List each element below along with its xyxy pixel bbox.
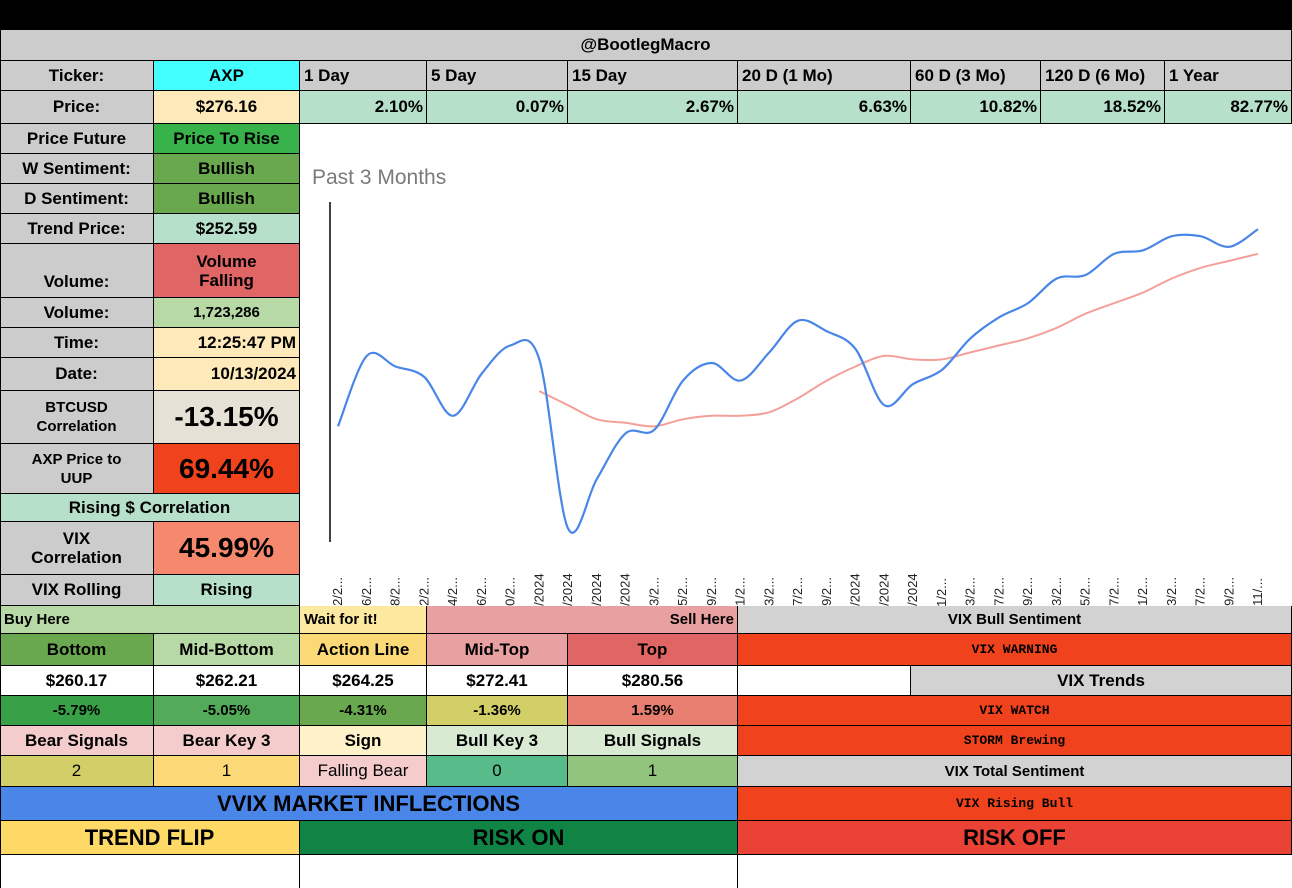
vix-corr-label: VIX Correlation — [0, 522, 154, 575]
btc-corr-label: BTCUSD Correlation — [0, 391, 154, 444]
volume-value: 1,723,286 — [154, 298, 300, 328]
level-top-pct: 1.59% — [568, 696, 738, 726]
header-title: @BootlegMacro — [0, 30, 1292, 61]
uup-corr-label: AXP Price to UUP — [0, 444, 154, 494]
change-5day: 0.07% — [427, 91, 568, 124]
bear-signals-label: Bear Signals — [0, 726, 154, 756]
d-sentiment-value: Bullish — [154, 184, 300, 214]
period-120day: 120 D (6 Mo) — [1041, 61, 1165, 91]
change-15day: 2.67% — [568, 91, 738, 124]
bear-signals-value: 2 — [0, 756, 154, 787]
price-chart-svg: Past 3 Months 7/12/2... 7/16/2... 7/18/2..… — [312, 166, 1265, 624]
price-chart: Past 3 Months 7/12/2... 7/16/2... 7/18/2..… — [300, 154, 1292, 637]
trend-price-value: $252.59 — [154, 214, 300, 244]
sign-label: Sign — [300, 726, 427, 756]
bull-signals-label: Bull Signals — [568, 726, 738, 756]
buy-here-label: Buy Here — [0, 606, 300, 634]
change-1year: 82.77% — [1165, 91, 1292, 124]
level-mid-bottom-name: Mid-Bottom — [154, 634, 300, 666]
date-value: 10/13/2024 — [154, 358, 300, 391]
spreadsheet-dashboard: @BootlegMacro Ticker: AXP 1 Day 5 Day 15… — [0, 30, 1292, 888]
vix-rolling-label: VIX Rolling — [0, 575, 154, 606]
period-60day: 60 D (3 Mo) — [911, 61, 1041, 91]
level-bottom-price: $260.17 — [0, 666, 154, 696]
risk-on-label: RISK ON — [300, 821, 738, 855]
vix-total-sentiment-label: VIX Total Sentiment — [738, 756, 1292, 787]
level-mid-top-price: $272.41 — [427, 666, 568, 696]
price-future-value: Price To Rise — [154, 124, 300, 154]
period-20day: 20 D (1 Mo) — [738, 61, 911, 91]
vix-warning: VIX WARNING — [738, 634, 1292, 666]
vix-watch: VIX WATCH — [738, 696, 1292, 726]
time-value: 12:25:47 PM — [154, 328, 300, 358]
level-action-line-pct: -4.31% — [300, 696, 427, 726]
w-sentiment-value: Bullish — [154, 154, 300, 184]
bull-key3-value: 0 — [427, 756, 568, 787]
btc-corr-value: -13.15% — [154, 391, 300, 444]
date-label: Date: — [0, 358, 154, 391]
change-20day: 6.63% — [738, 91, 911, 124]
level-mid-bottom-pct: -5.05% — [154, 696, 300, 726]
risk-off-cell — [738, 855, 1292, 888]
level-mid-top-pct: -1.36% — [427, 696, 568, 726]
level-mid-bottom-price: $262.21 — [154, 666, 300, 696]
vix-rolling-value: Rising — [154, 575, 300, 606]
sell-here-label: Sell Here — [427, 606, 738, 634]
bear-key3-value: 1 — [154, 756, 300, 787]
trend-flip-label: TREND FLIP — [0, 821, 300, 855]
ticker-value[interactable]: AXP — [154, 61, 300, 91]
w-sentiment-label: W Sentiment: — [0, 154, 154, 184]
period-1year: 1 Year — [1165, 61, 1292, 91]
level-top-price: $280.56 — [568, 666, 738, 696]
price-label: Price: — [0, 91, 154, 124]
volume-label: Volume: — [0, 298, 154, 328]
vix-rising-bull: VIX Rising Bull — [738, 787, 1292, 821]
period-15day: 15 Day — [568, 61, 738, 91]
level-bottom-pct: -5.79% — [0, 696, 154, 726]
chart-title: Past 3 Months — [312, 166, 446, 189]
wait-label: Wait for it! — [300, 606, 427, 634]
bull-signals-value: 1 — [568, 756, 738, 787]
time-label: Time: — [0, 328, 154, 358]
volume-trend-value: Volume Falling — [154, 244, 300, 298]
vix-trends-label: VIX Trends — [911, 666, 1292, 696]
level-action-line-price: $264.25 — [300, 666, 427, 696]
uup-corr-value: 69.44% — [154, 444, 300, 494]
trend-price-label: Trend Price: — [0, 214, 154, 244]
price-future-label: Price Future — [0, 124, 154, 154]
trend-flip-cell — [0, 855, 300, 888]
period-5day: 5 Day — [427, 61, 568, 91]
bull-key3-label: Bull Key 3 — [427, 726, 568, 756]
price-series-line — [336, 228, 1259, 534]
volume-trend-label: Volume: — [0, 244, 154, 298]
level-top-name: Top — [568, 634, 738, 666]
vix-blank-cell — [738, 666, 911, 696]
level-action-line-name: Action Line — [300, 634, 427, 666]
change-1day: 2.10% — [300, 91, 427, 124]
level-mid-top-name: Mid-Top — [427, 634, 568, 666]
vvix-title: VVIX MARKET INFLECTIONS — [0, 787, 738, 821]
rising-corr-label: Rising $ Correlation — [0, 494, 300, 522]
risk-off-label: RISK OFF — [738, 821, 1292, 855]
storm-brewing: STORM Brewing — [738, 726, 1292, 756]
sign-value: Falling Bear — [300, 756, 427, 787]
change-60day: 10.82% — [911, 91, 1041, 124]
ticker-label: Ticker: — [0, 61, 154, 91]
vix-corr-value: 45.99% — [154, 522, 300, 575]
period-1day: 1 Day — [300, 61, 427, 91]
change-120day: 18.52% — [1041, 91, 1165, 124]
price-value: $276.16 — [154, 91, 300, 124]
vix-bull-sentiment-label: VIX Bull Sentiment — [738, 606, 1292, 634]
risk-on-cell — [300, 855, 738, 888]
level-bottom-name: Bottom — [0, 634, 154, 666]
d-sentiment-label: D Sentiment: — [0, 184, 154, 214]
bear-key3-label: Bear Key 3 — [154, 726, 300, 756]
